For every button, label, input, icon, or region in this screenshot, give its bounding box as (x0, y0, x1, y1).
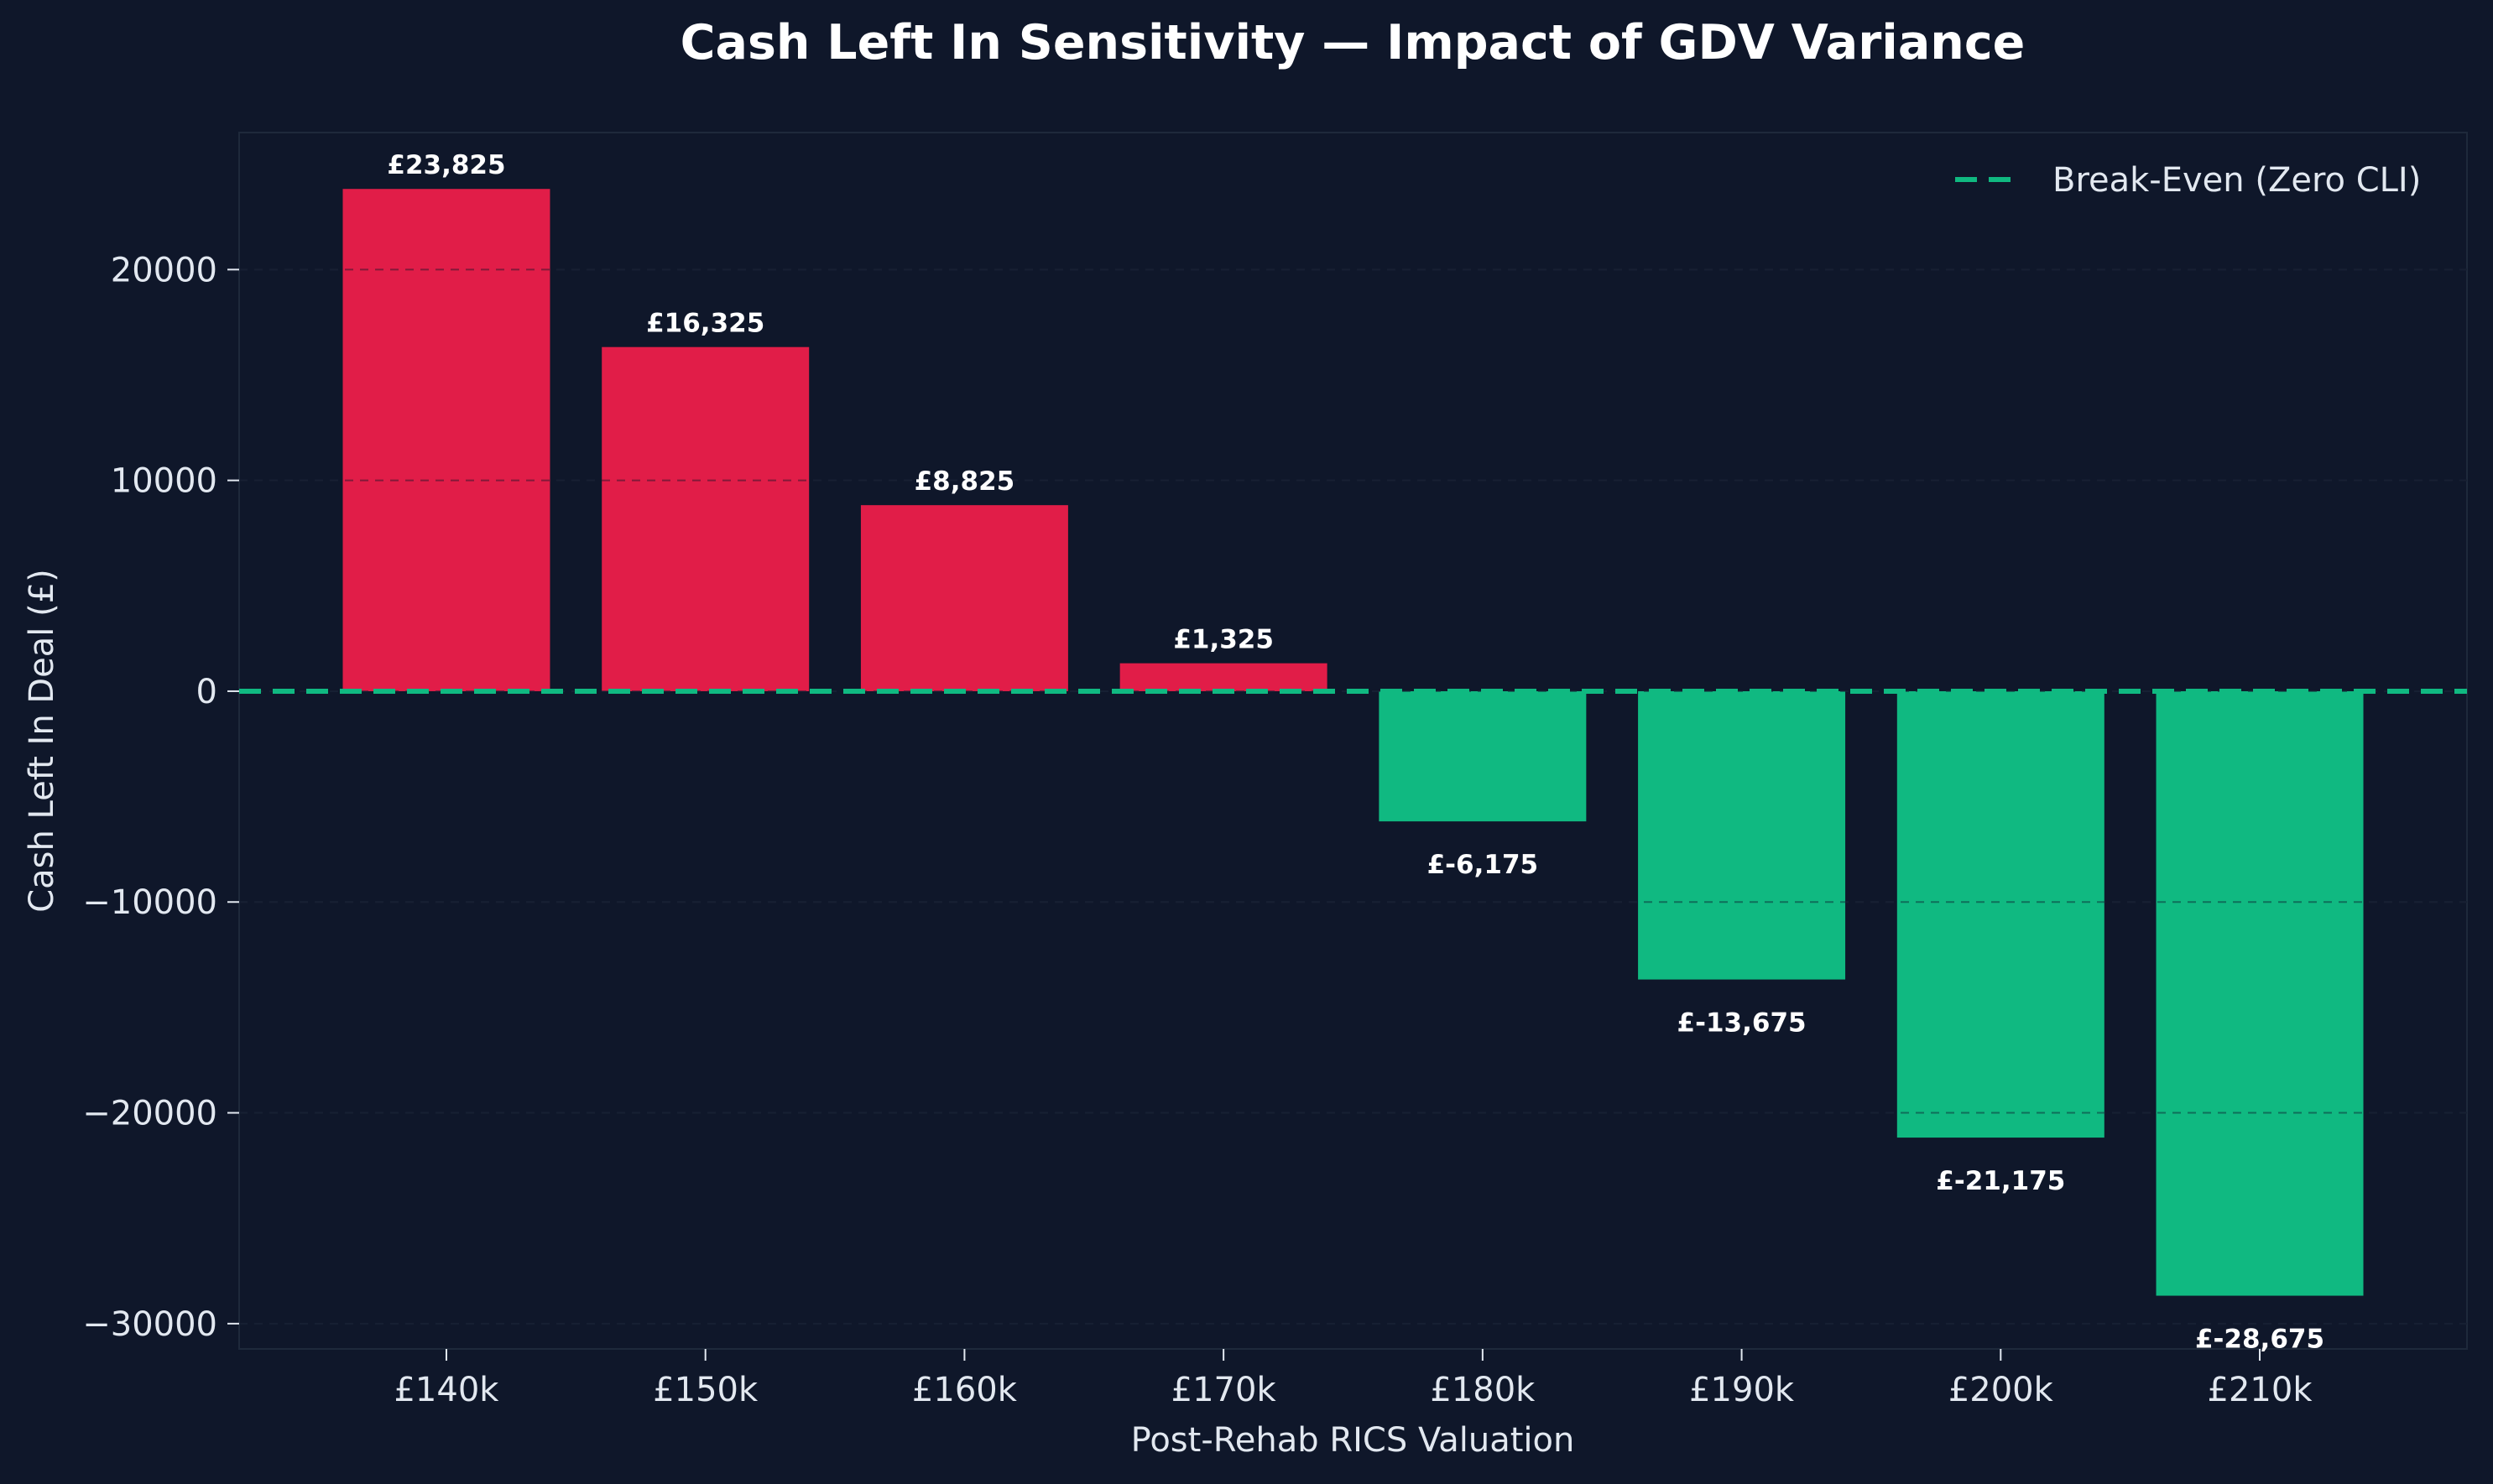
x-tick-label: £210k (2208, 1371, 2313, 1409)
x-tick-label: £140k (394, 1371, 499, 1409)
y-tick-label: −30000 (82, 1305, 217, 1344)
y-axis-label: Cash Left In Deal (£) (23, 569, 61, 913)
x-tick-label: £180k (1430, 1371, 1536, 1409)
plot-area (238, 132, 2468, 1350)
bar-160k (860, 505, 1068, 691)
y-tick-label: −20000 (82, 1095, 217, 1133)
x-tick-label: £190k (1689, 1371, 1795, 1409)
x-tick-label: £150k (653, 1371, 759, 1409)
bar-200k (1896, 690, 2104, 1138)
chart-title: Cash Left In Sensitivity — Impact of GDV… (681, 15, 2026, 70)
data-label: £-21,175 (1936, 1166, 2065, 1196)
data-label: £-13,675 (1677, 1008, 1807, 1039)
x-tick-label: £160k (912, 1371, 1018, 1409)
bar-210k (2156, 690, 2364, 1296)
x-axis-label: Post-Rehab RICS Valuation (1131, 1421, 1575, 1460)
legend: Break-Even (Zero CLI) (1955, 161, 2421, 200)
data-label: £1,325 (1173, 625, 1274, 655)
bar-190k (1638, 690, 1846, 980)
data-label: £23,825 (387, 150, 505, 180)
bars (342, 189, 2364, 1296)
y-axis-ticks: 20000 10000 0 −10000 −20000 −30000 (82, 251, 239, 1344)
x-tick-label: £200k (1948, 1371, 2054, 1409)
bar-150k (602, 346, 810, 691)
bar-140k (342, 189, 550, 691)
y-tick-label: 10000 (111, 462, 217, 501)
data-label: £16,325 (646, 309, 764, 339)
x-axis-ticks: £140k £150k £160k £170k £180k £190k £200k £210k (394, 1349, 2313, 1409)
bar-180k (1379, 690, 1587, 822)
x-tick-label: £170k (1171, 1371, 1277, 1409)
data-labels: £23,825 £16,325 £8,825 £1,325 £-6,175 £-13,67… (387, 150, 2324, 1354)
data-label: £8,825 (915, 466, 1015, 497)
y-tick-label: 20000 (111, 251, 217, 289)
y-tick-label: −10000 (82, 883, 217, 922)
bar-170k (1119, 663, 1327, 691)
data-label: £-6,175 (1427, 850, 1539, 880)
y-tick-label: 0 (196, 673, 217, 711)
legend-break-even-label: Break-Even (Zero CLI) (2052, 161, 2421, 200)
